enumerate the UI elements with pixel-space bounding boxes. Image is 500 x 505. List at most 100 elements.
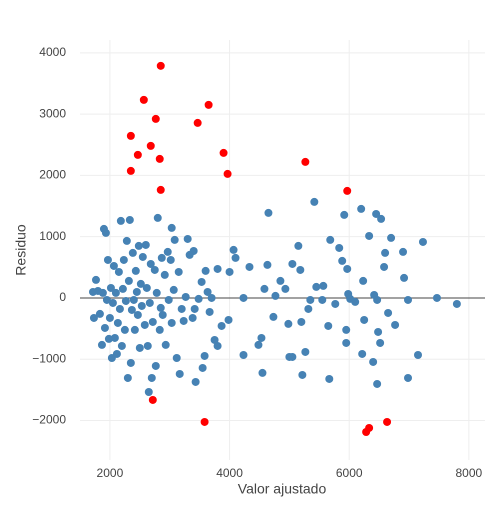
y-tick-label: 1000 bbox=[39, 229, 66, 243]
point bbox=[359, 276, 368, 285]
point bbox=[297, 317, 306, 326]
point bbox=[325, 374, 334, 383]
point bbox=[137, 301, 146, 310]
point bbox=[357, 204, 366, 213]
point bbox=[136, 279, 145, 288]
point bbox=[155, 154, 164, 163]
point bbox=[281, 284, 290, 293]
point bbox=[432, 293, 441, 302]
point bbox=[128, 248, 137, 257]
point bbox=[351, 297, 360, 306]
point bbox=[219, 148, 228, 157]
point bbox=[362, 428, 371, 436]
point bbox=[197, 277, 206, 286]
point bbox=[399, 247, 408, 256]
point bbox=[263, 260, 272, 269]
point bbox=[391, 320, 400, 329]
point bbox=[258, 368, 267, 377]
point bbox=[143, 341, 152, 350]
point bbox=[102, 295, 111, 304]
point bbox=[141, 240, 150, 249]
point bbox=[194, 294, 203, 303]
point bbox=[284, 319, 293, 328]
point bbox=[132, 287, 141, 296]
point bbox=[142, 283, 151, 292]
point bbox=[198, 363, 207, 372]
point bbox=[167, 223, 176, 232]
point bbox=[95, 309, 104, 318]
point bbox=[304, 304, 313, 313]
point bbox=[213, 341, 222, 350]
point bbox=[373, 379, 382, 388]
point bbox=[134, 241, 143, 250]
point bbox=[99, 224, 108, 233]
point bbox=[360, 315, 369, 324]
point bbox=[324, 321, 333, 330]
point bbox=[381, 248, 390, 257]
x-tick-label: 8000 bbox=[455, 466, 482, 480]
point bbox=[138, 252, 147, 261]
point bbox=[340, 210, 349, 219]
x-tick-label: 2000 bbox=[97, 466, 124, 480]
point bbox=[156, 303, 165, 312]
point bbox=[200, 417, 209, 426]
point bbox=[201, 266, 210, 275]
point bbox=[231, 253, 240, 262]
point bbox=[116, 216, 125, 225]
point bbox=[400, 273, 409, 282]
point bbox=[121, 296, 130, 305]
point bbox=[109, 261, 118, 270]
point bbox=[191, 377, 200, 386]
x-axis-title: Valor ajustado bbox=[238, 481, 327, 497]
point bbox=[404, 373, 413, 382]
point bbox=[88, 287, 97, 296]
point bbox=[404, 295, 413, 304]
point bbox=[312, 282, 321, 291]
point bbox=[306, 295, 315, 304]
y-tick-label: −1000 bbox=[32, 351, 66, 365]
point bbox=[163, 247, 172, 256]
point bbox=[150, 265, 159, 274]
point bbox=[123, 373, 132, 382]
point bbox=[254, 340, 263, 349]
point bbox=[229, 245, 238, 254]
y-tick-label: −2000 bbox=[32, 413, 66, 427]
point bbox=[193, 118, 202, 127]
point bbox=[124, 276, 133, 285]
point bbox=[156, 61, 165, 70]
point bbox=[110, 333, 119, 342]
point bbox=[335, 243, 344, 252]
point bbox=[239, 350, 248, 359]
point bbox=[115, 304, 124, 313]
point bbox=[175, 369, 184, 378]
point bbox=[106, 283, 115, 292]
point bbox=[135, 343, 144, 352]
point bbox=[100, 323, 109, 332]
point bbox=[319, 281, 328, 290]
point bbox=[342, 338, 351, 347]
point bbox=[181, 292, 190, 301]
point bbox=[108, 298, 117, 307]
point bbox=[148, 317, 157, 326]
point bbox=[107, 353, 116, 362]
point bbox=[114, 267, 123, 276]
point bbox=[245, 262, 254, 271]
point bbox=[127, 305, 136, 314]
point bbox=[158, 310, 167, 319]
point bbox=[331, 299, 340, 308]
point bbox=[188, 313, 197, 322]
point bbox=[310, 197, 319, 206]
point bbox=[169, 285, 178, 294]
point bbox=[125, 215, 134, 224]
point bbox=[342, 325, 351, 334]
point bbox=[157, 253, 166, 262]
point bbox=[285, 352, 294, 361]
point bbox=[343, 264, 352, 273]
point bbox=[207, 293, 216, 302]
point bbox=[140, 320, 149, 329]
point bbox=[147, 373, 156, 382]
point bbox=[174, 267, 183, 276]
point bbox=[105, 313, 114, 322]
point bbox=[326, 235, 335, 244]
